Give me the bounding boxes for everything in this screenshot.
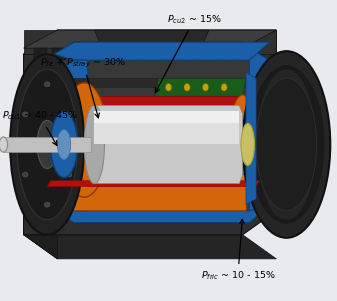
Polygon shape xyxy=(67,96,249,105)
Ellipse shape xyxy=(184,84,190,91)
Polygon shape xyxy=(67,132,249,141)
Ellipse shape xyxy=(44,202,50,207)
Polygon shape xyxy=(54,42,270,60)
Polygon shape xyxy=(108,48,121,60)
Polygon shape xyxy=(24,30,57,259)
Polygon shape xyxy=(67,187,249,196)
Polygon shape xyxy=(249,48,270,217)
Polygon shape xyxy=(88,175,246,187)
Ellipse shape xyxy=(0,137,8,152)
Polygon shape xyxy=(246,72,256,205)
Polygon shape xyxy=(94,30,209,45)
Ellipse shape xyxy=(23,172,28,177)
Polygon shape xyxy=(24,30,276,48)
Ellipse shape xyxy=(44,82,50,87)
Polygon shape xyxy=(91,105,243,184)
Polygon shape xyxy=(126,48,140,60)
Ellipse shape xyxy=(57,129,71,160)
Polygon shape xyxy=(155,78,246,96)
Polygon shape xyxy=(145,48,158,60)
Polygon shape xyxy=(24,30,276,54)
Polygon shape xyxy=(67,150,249,160)
Ellipse shape xyxy=(37,120,57,169)
Text: $P_{cu2}$ ~ 15%: $P_{cu2}$ ~ 15% xyxy=(155,13,221,93)
Ellipse shape xyxy=(221,84,227,91)
Text: $P_{fric}$ ~ 10 - 15%: $P_{fric}$ ~ 10 - 15% xyxy=(201,219,275,282)
Polygon shape xyxy=(67,114,249,123)
Ellipse shape xyxy=(84,105,104,184)
Polygon shape xyxy=(3,137,91,152)
Polygon shape xyxy=(67,187,249,211)
Polygon shape xyxy=(47,181,259,187)
Polygon shape xyxy=(182,48,195,60)
Text: $P_{fe}$ + $P_{stray}$ ~ 30%: $P_{fe}$ + $P_{stray}$ ~ 30% xyxy=(40,57,126,118)
Ellipse shape xyxy=(241,123,254,166)
Polygon shape xyxy=(89,48,103,60)
Polygon shape xyxy=(94,123,239,144)
Ellipse shape xyxy=(66,112,72,117)
Polygon shape xyxy=(94,111,239,123)
Ellipse shape xyxy=(61,83,108,197)
Ellipse shape xyxy=(10,54,84,235)
Ellipse shape xyxy=(229,95,256,185)
Text: $P_{cu1}$ ~ 40 - 45%: $P_{cu1}$ ~ 40 - 45% xyxy=(2,110,78,145)
Polygon shape xyxy=(219,48,233,60)
Polygon shape xyxy=(52,48,66,60)
Polygon shape xyxy=(47,42,270,223)
Ellipse shape xyxy=(17,69,78,220)
Polygon shape xyxy=(34,48,47,60)
Polygon shape xyxy=(201,48,214,60)
Polygon shape xyxy=(67,169,249,178)
Polygon shape xyxy=(88,96,246,108)
Ellipse shape xyxy=(23,112,28,117)
Ellipse shape xyxy=(66,172,72,177)
Ellipse shape xyxy=(51,111,78,178)
Polygon shape xyxy=(54,205,270,223)
Ellipse shape xyxy=(203,84,209,91)
Polygon shape xyxy=(67,78,249,87)
Ellipse shape xyxy=(165,84,172,91)
Polygon shape xyxy=(71,48,84,60)
Polygon shape xyxy=(24,30,276,54)
Ellipse shape xyxy=(243,51,330,238)
Polygon shape xyxy=(238,48,251,60)
Polygon shape xyxy=(24,30,276,235)
Ellipse shape xyxy=(256,78,317,211)
Polygon shape xyxy=(88,108,246,120)
Polygon shape xyxy=(24,235,276,259)
Polygon shape xyxy=(54,60,88,211)
Polygon shape xyxy=(163,48,177,60)
